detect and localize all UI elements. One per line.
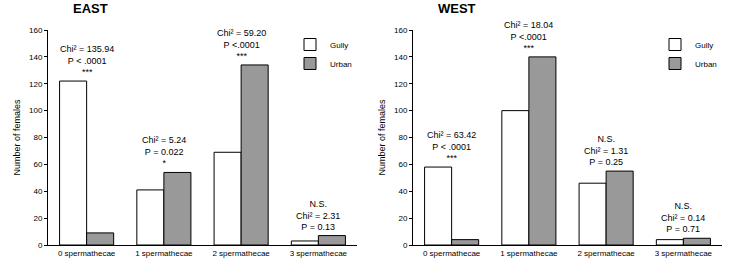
svg-text:60: 60 — [33, 160, 42, 169]
svg-text:140: 140 — [394, 53, 408, 62]
svg-text:Number of females: Number of females — [12, 99, 22, 176]
svg-text:40: 40 — [33, 187, 42, 196]
svg-text:1 spermathecae: 1 spermathecae — [500, 249, 558, 258]
svg-text:100: 100 — [29, 106, 43, 115]
svg-text:N.S.Chi² = 2.31P = 0.13: N.S.Chi² = 2.31P = 0.13 — [296, 199, 340, 232]
svg-text:20: 20 — [398, 214, 407, 223]
svg-text:Chi² = 5.24P = 0.022*: Chi² = 5.24P = 0.022* — [142, 135, 186, 168]
svg-text:0 spermathecae: 0 spermathecae — [58, 249, 116, 258]
svg-text:160: 160 — [29, 26, 43, 35]
svg-text:EAST: EAST — [73, 1, 108, 16]
svg-text:Chi² = 18.04P <.0001***: Chi² = 18.04P <.0001*** — [504, 20, 553, 53]
svg-text:0: 0 — [403, 241, 408, 250]
svg-text:0: 0 — [38, 241, 43, 250]
svg-text:3 spermathecae: 3 spermathecae — [290, 249, 348, 258]
svg-text:Urban: Urban — [695, 60, 717, 69]
svg-text:120: 120 — [29, 80, 43, 89]
svg-text:100: 100 — [394, 106, 408, 115]
svg-text:80: 80 — [398, 133, 407, 142]
svg-text:0 spermathecae: 0 spermathecae — [423, 249, 481, 258]
svg-text:60: 60 — [398, 160, 407, 169]
svg-text:80: 80 — [33, 133, 42, 142]
svg-text:140: 140 — [29, 53, 43, 62]
svg-text:Number of females: Number of females — [377, 99, 387, 176]
svg-text:Gully: Gully — [695, 41, 713, 50]
svg-text:2 spermathecae: 2 spermathecae — [212, 249, 270, 258]
svg-text:Gully: Gully — [330, 41, 348, 50]
svg-text:3 spermathecae: 3 spermathecae — [655, 249, 713, 258]
svg-text:2 spermathecae: 2 spermathecae — [577, 249, 635, 258]
svg-text:20: 20 — [33, 214, 42, 223]
svg-text:Urban: Urban — [330, 60, 352, 69]
svg-text:Chi² = 63.42P < .0001***: Chi² = 63.42P < .0001*** — [427, 130, 476, 163]
svg-text:Chi² = 135.94P < .0001***: Chi² = 135.94P < .0001*** — [60, 44, 114, 77]
svg-text:1 spermathecae: 1 spermathecae — [135, 249, 193, 258]
svg-text:Chi² = 59.20P <.0001***: Chi² = 59.20P <.0001*** — [217, 28, 266, 61]
svg-text:120: 120 — [394, 80, 408, 89]
svg-text:160: 160 — [394, 26, 408, 35]
svg-text:40: 40 — [398, 187, 407, 196]
svg-text:N.S.Chi² = 0.14P = 0.71: N.S.Chi² = 0.14P = 0.71 — [661, 201, 705, 234]
svg-text:WEST: WEST — [438, 1, 476, 16]
svg-text:N.S.Chi² = 1.31P = 0.25: N.S.Chi² = 1.31P = 0.25 — [584, 134, 628, 167]
